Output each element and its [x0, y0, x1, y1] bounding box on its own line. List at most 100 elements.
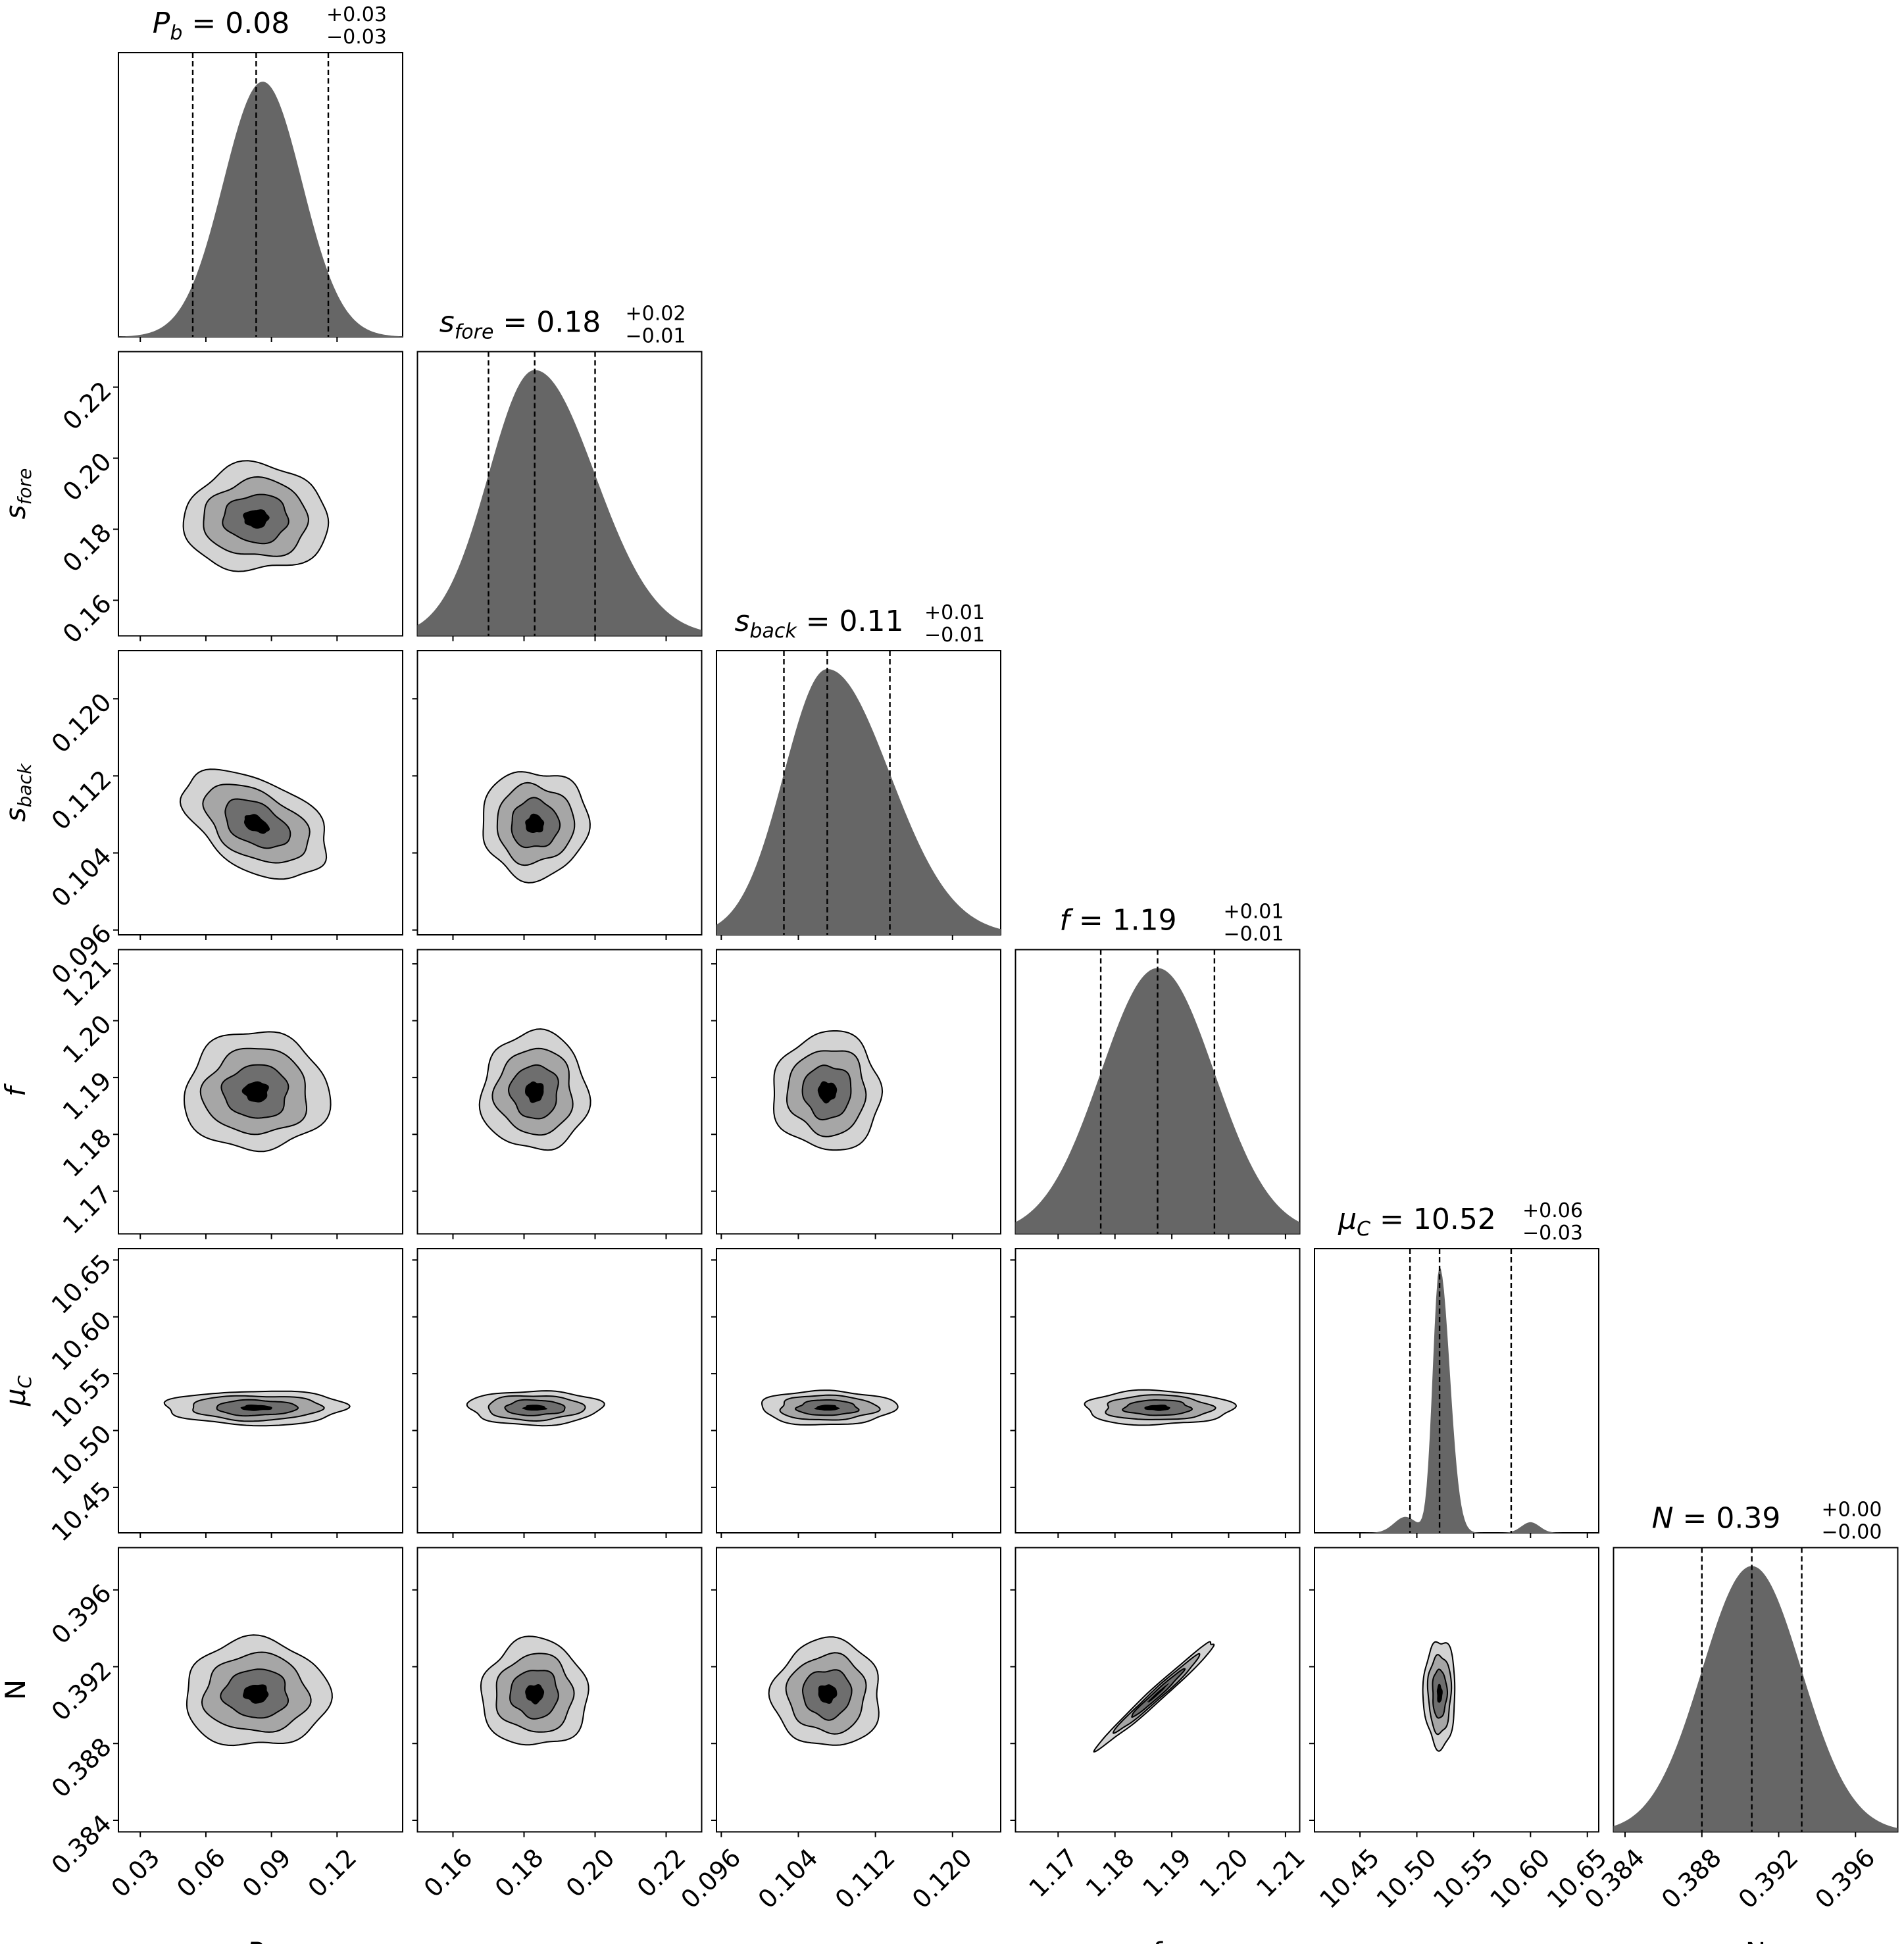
y-tick-label-sfore: 0.20	[57, 447, 117, 507]
x-tick-label-N: 0.392	[1733, 1843, 1804, 1914]
contour-level-core	[525, 1081, 544, 1103]
x-tick-label-sfore: 0.16	[418, 1843, 478, 1903]
title-lower-error: −0.01	[924, 624, 985, 647]
contour-panel-f-muC	[1010, 1248, 1301, 1538]
axis-symbol: μ	[1441, 1937, 1459, 1944]
axis-symbol: s	[534, 1937, 549, 1944]
x-axis-label-muC: μC	[1441, 1937, 1472, 1944]
title-lower-error: −0.01	[1224, 923, 1284, 946]
y-tick-label-sfore: 0.22	[57, 376, 117, 436]
title-lower-error: −0.03	[1522, 1222, 1583, 1245]
contour-level-core	[814, 1405, 840, 1411]
title-value: = 1.19	[1070, 904, 1177, 937]
title-upper-error: +0.00	[1822, 1499, 1882, 1522]
panel-frame	[118, 1248, 403, 1533]
y-axis-label-sfore: sfore	[0, 468, 36, 520]
contour-panel-sback-muC	[711, 1248, 1001, 1538]
y-tick-label-f: 1.19	[57, 1066, 117, 1126]
title-symbol: N	[1652, 1502, 1674, 1535]
axis-symbol: N	[1745, 1937, 1766, 1944]
y-tick-label-f: 1.17	[57, 1180, 117, 1239]
axis-symbol: f	[0, 1083, 32, 1097]
y-axis-label-f: f	[0, 1083, 32, 1097]
y-axis-label-muC: μC	[0, 1375, 36, 1407]
x-axis-label-f: f	[1153, 1937, 1163, 1944]
y-tick-label-N: 0.384	[46, 1809, 117, 1880]
title-upper-error: +0.01	[1224, 901, 1284, 924]
histogram-panel-f: f = 1.19 +0.01−0.01	[1015, 901, 1301, 1239]
x-tick-label-sfore: 0.20	[561, 1843, 620, 1903]
contour-level-core	[243, 509, 270, 529]
title-subscript: back	[749, 620, 797, 643]
histogram-bars	[716, 669, 1001, 935]
histogram-panel-sfore: sfore = 0.18 +0.02−0.01	[416, 303, 703, 641]
axis-symbol: N	[0, 1680, 32, 1700]
title-value: = 0.11	[797, 605, 904, 638]
histogram-bars	[118, 82, 403, 337]
title-subscript: fore	[455, 321, 494, 344]
contour-panel-sfore-f	[412, 949, 703, 1239]
x-tick-label-f: 1.21	[1251, 1843, 1311, 1903]
title-value: = 0.18	[493, 306, 601, 339]
title-value: = 0.39	[1674, 1502, 1781, 1535]
contour-level-core	[243, 1684, 269, 1704]
histogram-title-muC: μC = 10.52	[1338, 1203, 1496, 1241]
axis-symbol: μ	[0, 1388, 32, 1407]
title-lower-error: −0.00	[1822, 1521, 1882, 1544]
title-subscript: b	[170, 22, 182, 45]
y-tick-label-muC: 10.60	[46, 1305, 117, 1376]
title-symbol: s	[439, 306, 455, 339]
contour-level-core	[818, 1684, 838, 1704]
panel-frame	[416, 1248, 703, 1533]
histogram-bars	[1613, 1566, 1898, 1832]
axis-subscript: C	[14, 1375, 36, 1388]
title-symbol: μ	[1338, 1203, 1357, 1236]
x-tick-label-sback: 0.120	[907, 1843, 978, 1914]
y-tick-label-f: 1.20	[57, 1009, 117, 1069]
histogram-title-f: f = 1.19	[1059, 904, 1176, 937]
contour-level-core	[525, 1684, 545, 1705]
x-axis-label-sfore: sfore	[534, 1937, 586, 1944]
contour-panel-sfore-N	[412, 1547, 703, 1837]
histogram-panel-muC: μC = 10.52 +0.06−0.03	[1314, 1199, 1599, 1538]
histogram-panel-Pb: Pb = 0.08 +0.03−0.03	[118, 3, 403, 342]
title-symbol: P	[153, 7, 170, 40]
x-tick-label-sfore: 0.18	[489, 1843, 549, 1903]
title-upper-error: +0.03	[326, 3, 387, 26]
y-axis-label-N: N	[0, 1680, 32, 1700]
contour-panel-sfore-muC	[412, 1248, 703, 1538]
contour-panel-sfore-sback	[412, 650, 703, 940]
contour-panel-Pb-sback	[113, 650, 403, 940]
contour-level-core	[1144, 1405, 1170, 1411]
x-tick-label-muC: 10.45	[1314, 1843, 1385, 1914]
contour-level-core	[525, 813, 545, 833]
histogram-bars	[1015, 968, 1300, 1234]
title-upper-error: +0.06	[1522, 1199, 1583, 1222]
x-tick-label-f: 1.19	[1137, 1843, 1197, 1903]
x-tick-label-Pb: 0.06	[171, 1843, 231, 1903]
title-subscript: C	[1357, 1218, 1370, 1241]
contour-level-core	[817, 1081, 838, 1104]
y-tick-label-muC: 10.50	[46, 1419, 117, 1490]
x-tick-label-muC: 10.60	[1484, 1843, 1555, 1914]
contour-level-core	[1147, 1683, 1170, 1703]
y-tick-label-sfore: 0.18	[57, 518, 117, 578]
x-tick-label-Pb: 0.03	[105, 1843, 165, 1903]
y-axis-label-sback: sback	[0, 762, 36, 822]
y-tick-label-N: 0.396	[46, 1578, 117, 1649]
x-axis-label-N: N	[1745, 1937, 1766, 1944]
x-tick-label-Pb: 0.09	[237, 1843, 297, 1903]
x-tick-label-sback: 0.096	[675, 1843, 746, 1914]
x-tick-label-sback: 0.112	[830, 1843, 901, 1914]
contour-panel-muC-N	[1309, 1547, 1599, 1837]
y-tick-label-f: 1.18	[57, 1123, 117, 1183]
x-tick-label-f: 1.20	[1194, 1843, 1254, 1903]
contour-panel-Pb-sfore	[113, 351, 403, 641]
histogram-title-N: N = 0.39	[1652, 1502, 1781, 1535]
title-symbol: s	[734, 605, 749, 638]
axis-symbol: s	[0, 807, 32, 822]
x-axis-label-Pb: Pb	[246, 1937, 274, 1944]
histogram-title-Pb: Pb = 0.08	[153, 7, 289, 45]
contour-panel-sback-f	[711, 949, 1001, 1239]
x-tick-label-sback: 0.104	[753, 1843, 824, 1914]
